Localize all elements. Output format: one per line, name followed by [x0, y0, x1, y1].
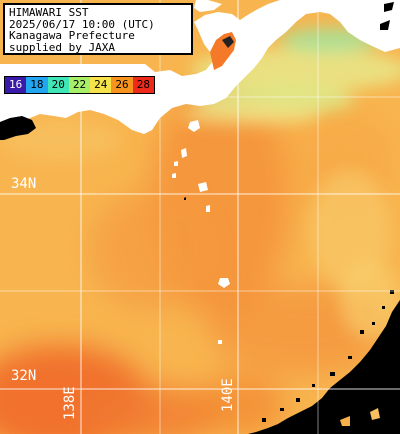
legend-cell-16: 16 [5, 77, 27, 93]
lat-label-32n: 32N [11, 368, 37, 384]
no-data-land-west [0, 116, 36, 140]
info-timestamp: 2025/06/17 10:00 (UTC) [9, 17, 155, 31]
speckle [262, 290, 394, 422]
info-box: HIMAWARI SST 2025/06/17 10:00 (UTC) Kana… [3, 3, 193, 55]
islands [172, 120, 230, 344]
land [0, 0, 400, 134]
legend-cell-18: 18 [26, 77, 48, 93]
temperature-legend: 16 18 20 22 24 26 28 [4, 76, 155, 94]
sst-cool-patches [0, 28, 400, 340]
legend-cell-22: 22 [68, 77, 91, 93]
legend-cell-24: 24 [90, 77, 112, 93]
sst-warm-patches [0, 80, 400, 434]
legend-cell-20: 20 [47, 77, 69, 93]
info-title: HIMAWARI SST [9, 6, 89, 19]
no-data-region [248, 2, 400, 434]
lat-label-34n: 34N [11, 176, 37, 192]
legend-cell-28: 28 [132, 77, 154, 93]
lon-label-140e: 140E [220, 378, 236, 412]
info-prefecture: Kanagawa Prefecture [9, 29, 135, 42]
info-supplier: supplied by JAXA [9, 40, 115, 54]
legend-cell-26: 26 [111, 77, 133, 93]
coastal-sst [210, 32, 236, 70]
lon-label-138e: 138E [62, 386, 78, 420]
